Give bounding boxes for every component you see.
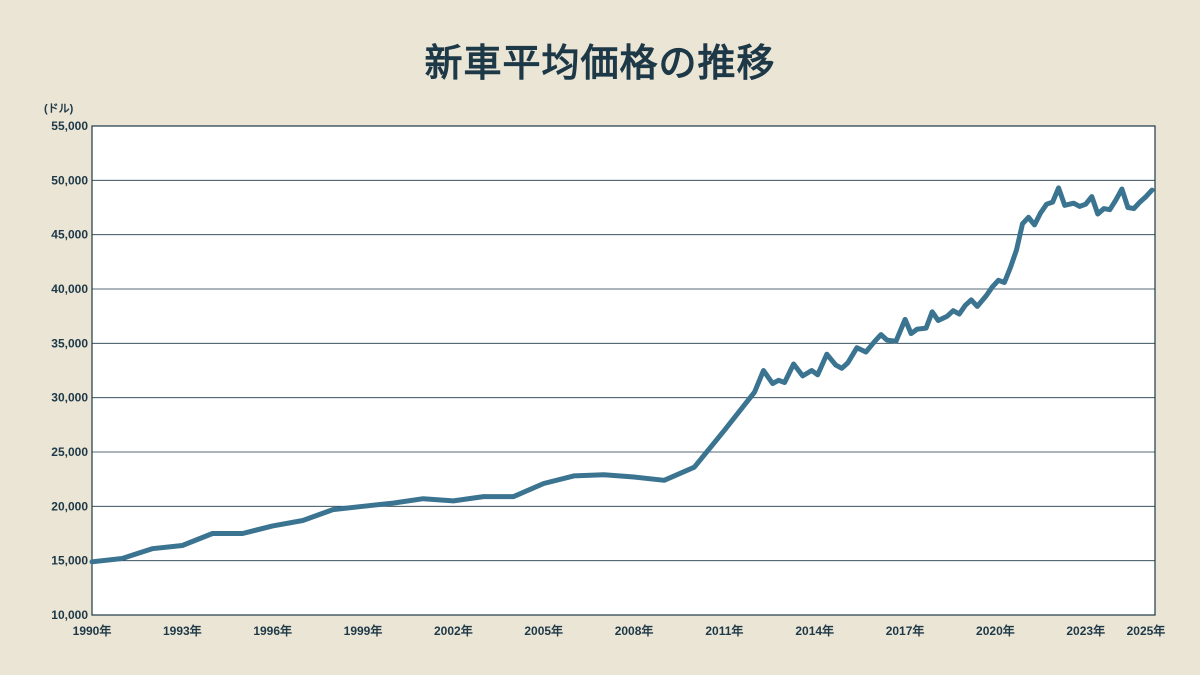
y-tick-label: 40,000 (51, 282, 88, 296)
x-axis-ticks: 1990年 1993年 1996年 1999年 2002年 2005年 2008年 2011年… (73, 623, 1166, 638)
x-tick-label: 2014年 (795, 623, 834, 638)
y-tick-label: 30,000 (51, 391, 88, 405)
y-tick-label: 45,000 (51, 228, 88, 242)
grid-lines (92, 179, 1155, 562)
y-tick-label: 25,000 (51, 445, 88, 459)
series-line (89, 185, 1155, 565)
x-tick-label: 2023年 (1066, 623, 1105, 638)
y-tick-label: 15,000 (51, 554, 88, 568)
x-tick-label: 1993年 (163, 623, 202, 638)
series-layer (89, 185, 1155, 565)
x-tick-label: 2011年 (705, 623, 743, 638)
y-tick-label: 35,000 (51, 336, 88, 350)
y-axis-unit-label: (ドル) (44, 102, 74, 115)
y-tick-label: 20,000 (51, 499, 88, 513)
y-tick-label: 10,000 (51, 608, 88, 622)
y-axis-ticks: 10,000 15,000 20,000 25,000 30,000 35,000 40,0… (51, 119, 88, 622)
x-tick-label: 2002年 (434, 623, 473, 638)
x-tick-label: 1996年 (253, 623, 292, 638)
y-tick-label: 55,000 (51, 119, 88, 133)
y-tick-label: 50,000 (51, 173, 88, 187)
x-tick-label: 2005年 (524, 623, 563, 638)
plot-area (91, 125, 1156, 616)
x-tick-label: 2017年 (886, 623, 925, 638)
x-tick-label: 2025年 (1127, 623, 1166, 638)
x-tick-label: 2008年 (615, 623, 654, 638)
x-tick-label: 1990年 (73, 623, 112, 638)
x-tick-label: 1999年 (344, 623, 383, 638)
chart-title: 新車平均価格の推移 (424, 41, 776, 85)
x-tick-label: 2020年 (976, 623, 1015, 638)
